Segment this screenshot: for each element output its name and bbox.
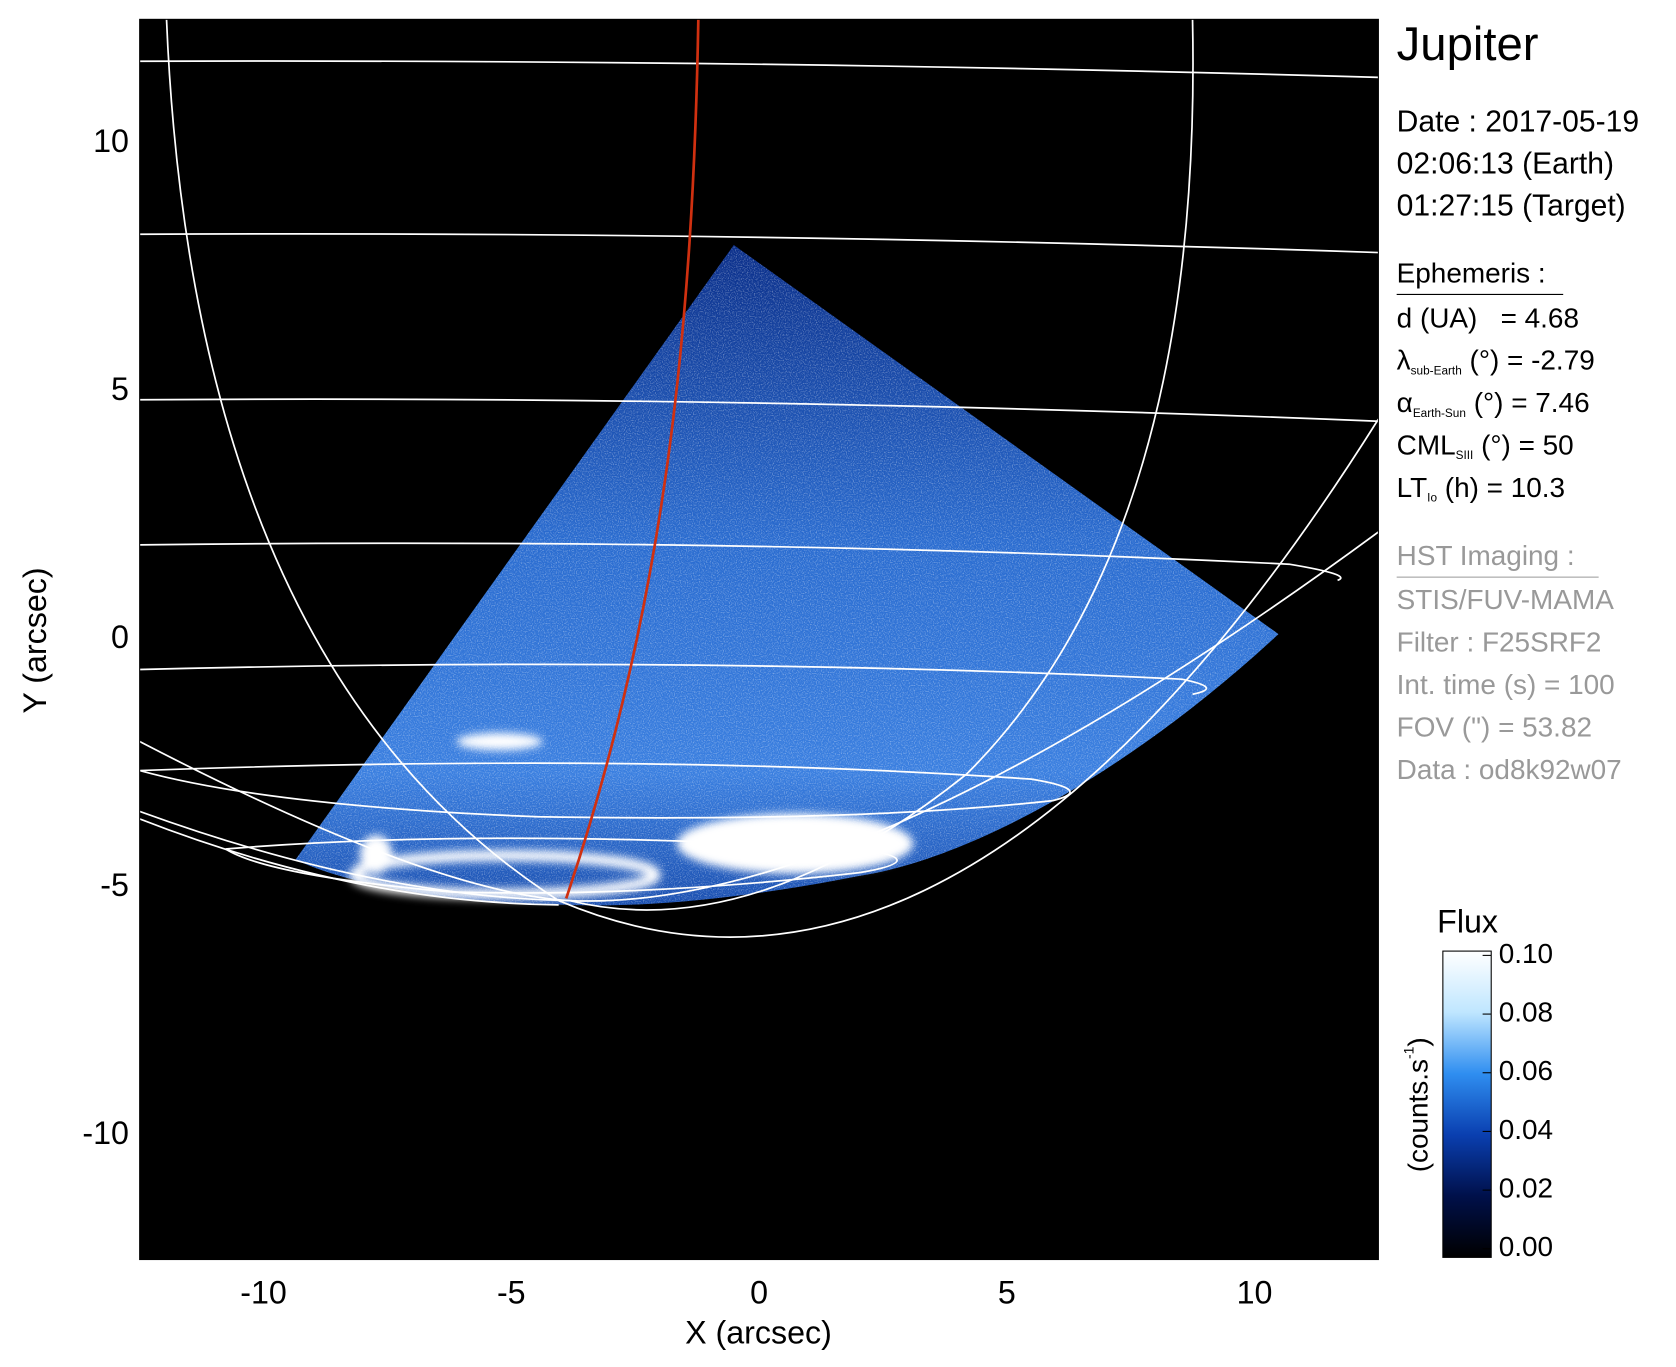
- ephemeris-row: λsub-Earth (°) = -2.79: [1397, 345, 1595, 377]
- colorbar-title: Flux: [1437, 904, 1498, 940]
- ephemeris-row: d (UA) = 4.68: [1397, 303, 1579, 334]
- x-tick-label: -5: [497, 1275, 526, 1311]
- hst-line: Filter : F25SRF2: [1397, 627, 1602, 658]
- colorbar-label: (counts.s-1): [1400, 1037, 1433, 1172]
- x-axis-label: X (arcsec): [685, 1314, 832, 1350]
- y-tick-label: 0: [111, 619, 129, 655]
- colorbar-tick-label: 0.08: [1499, 996, 1553, 1027]
- label-text: (counts.s: [1403, 1059, 1434, 1172]
- x-tick-label: -10: [240, 1275, 287, 1311]
- x-tick-label: 0: [750, 1275, 768, 1311]
- y-tick-label: 5: [111, 371, 129, 407]
- hst-line: STIS/FUV-MAMA: [1397, 584, 1615, 615]
- date-line: 01:27:15 (Target): [1397, 189, 1626, 222]
- colorbar-tick-label: 0.04: [1499, 1114, 1553, 1145]
- colorbar-tick-label: 0.10: [1499, 938, 1553, 969]
- row-symbol: λ: [1397, 345, 1411, 376]
- row-value: (°) = -2.79: [1462, 345, 1595, 376]
- y-tick-label: 10: [93, 123, 129, 159]
- row-value: = 4.68: [1477, 303, 1579, 334]
- row-symbol: LT: [1397, 472, 1428, 503]
- hst-line: Data : od8k92w07: [1397, 754, 1622, 785]
- ephemeris-row: αEarth-Sun (°) = 7.46: [1397, 388, 1590, 420]
- row-subscript: sub-Earth: [1411, 363, 1462, 377]
- row-subscript: Earth-Sun: [1413, 406, 1466, 420]
- date-line: 02:06:13 (Earth): [1397, 147, 1614, 180]
- row-symbol: CML: [1397, 430, 1456, 461]
- colorbar-tick-label: 0.06: [1499, 1055, 1553, 1086]
- row-subscript: SIII: [1456, 448, 1474, 462]
- row-subscript: Io: [1427, 491, 1437, 505]
- date-line: Date : 2017-05-19: [1397, 106, 1639, 139]
- hst-heading: HST Imaging :: [1397, 540, 1575, 571]
- colorbar-tick-label: 0.02: [1499, 1172, 1553, 1203]
- row-symbol: α: [1397, 388, 1413, 419]
- row-value: (°) = 50: [1473, 430, 1573, 461]
- y-axis-label: Y (arcsec): [17, 567, 53, 713]
- image-layer: [139, 19, 1379, 1260]
- hst-line: Int. time (s) = 100: [1397, 669, 1615, 700]
- x-tick-label: 10: [1237, 1275, 1273, 1311]
- ephemeris-row: LTIo (h) = 10.3: [1397, 472, 1565, 504]
- colorbar-tick-label: 0.00: [1499, 1231, 1553, 1262]
- target-title: Jupiter: [1397, 18, 1539, 71]
- colorbar-gradient: [1442, 950, 1492, 1258]
- coordinate-grid: [139, 19, 1379, 938]
- meridian-line: [564, 19, 700, 899]
- x-tick-label: 5: [998, 1275, 1016, 1311]
- row-symbol: d (UA): [1397, 303, 1478, 334]
- row-value: (°) = 7.46: [1466, 388, 1590, 419]
- ephemeris-heading: Ephemeris :: [1397, 257, 1546, 288]
- row-value: (h) = 10.3: [1437, 472, 1565, 503]
- y-tick-label: -10: [82, 1115, 129, 1151]
- label-sup: -1: [1400, 1046, 1416, 1059]
- label-text: ): [1403, 1037, 1434, 1046]
- ephemeris-row: CMLSIII (°) = 50: [1397, 430, 1574, 462]
- y-tick-label: -5: [100, 867, 129, 903]
- hst-line: FOV (") = 53.82: [1397, 712, 1592, 743]
